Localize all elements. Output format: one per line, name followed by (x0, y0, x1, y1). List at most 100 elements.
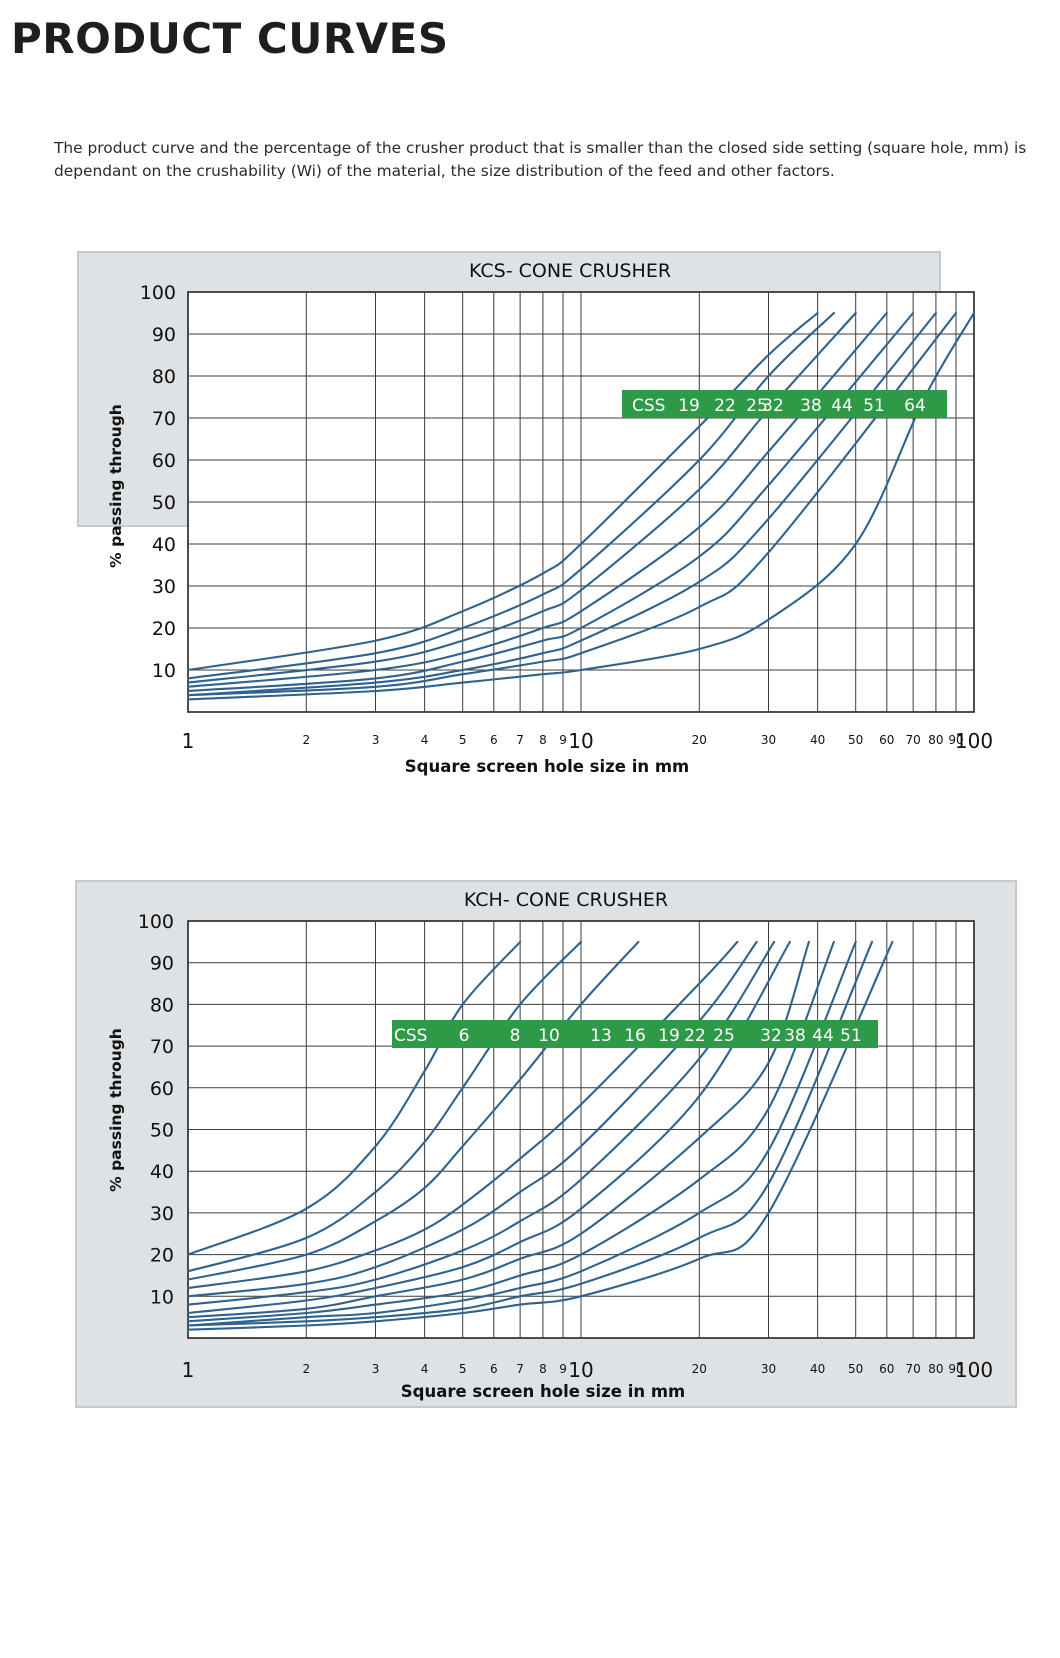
kch-ytick-40: 40 (150, 1161, 174, 1183)
kch-css-value-44: 44 (812, 1026, 834, 1046)
kch-xtick-1: 1 (182, 1358, 195, 1382)
kcs-ytick-60: 60 (152, 450, 176, 472)
kch-curve-css-19 (186, 940, 776, 1306)
kcs-css-value-51: 51 (863, 396, 885, 416)
kcs-xtick-70: 70 (905, 733, 920, 747)
kcs-xtick-1: 1 (182, 729, 195, 753)
kch-css-value-25: 25 (713, 1026, 735, 1046)
kch-css-value-19: 19 (658, 1026, 680, 1046)
kch-xtick-7: 7 (516, 1362, 524, 1376)
kch-ytick-100: 100 (138, 911, 174, 933)
kch-ytick-10: 10 (150, 1286, 174, 1308)
kcs-xtick-6: 6 (490, 733, 498, 747)
kch-curve-css-51 (186, 940, 894, 1331)
kcs-chart-group: KCS- CONE CRUSHER 100 90 80 70 60 50 40 30 20 10 1 2… (77, 251, 993, 776)
kch-ytick-70: 70 (150, 1036, 174, 1058)
kcs-xtick-7: 7 (516, 733, 524, 747)
kcs-ytick-40: 40 (152, 534, 176, 556)
kch-xtick-60: 60 (879, 1362, 894, 1376)
kcs-curve-css-19 (186, 311, 819, 672)
kch-xtick-90: 90 (948, 1362, 963, 1376)
kch-xtick-50: 50 (848, 1362, 863, 1376)
kcs-xtick-9: 9 (559, 733, 567, 747)
kch-curve-css-8 (186, 940, 583, 1273)
kch-xtick-70: 70 (905, 1362, 920, 1376)
kcs-xtick-60: 60 (879, 733, 894, 747)
kcs-curve-css-51 (186, 311, 958, 697)
kcs-curve-css-38 (186, 311, 915, 693)
page-title: PRODUCT CURVES (11, 14, 449, 63)
kcs-css-value-64: 64 (904, 396, 926, 416)
kcs-xtick-80: 80 (928, 733, 943, 747)
kcs-xtick-10: 10 (568, 729, 593, 753)
kch-css-value-16: 16 (624, 1026, 646, 1046)
kcs-css-label: CSS (632, 396, 665, 416)
kch-chart-title: KCH- CONE CRUSHER (464, 889, 668, 911)
kch-css-value-32: 32 (760, 1026, 782, 1046)
kch-ytick-50: 50 (150, 1120, 174, 1142)
kcs-ytick-100: 100 (140, 282, 176, 304)
kcs-ytick-90: 90 (152, 324, 176, 346)
kch-css-value-51: 51 (840, 1026, 862, 1046)
kcs-ytick-30: 30 (152, 576, 176, 598)
kch-ytick-30: 30 (150, 1203, 174, 1225)
kch-curve-css-22 (186, 940, 791, 1315)
kcs-ytick-20: 20 (152, 618, 176, 640)
kch-ytick-80: 80 (150, 994, 174, 1016)
kcs-xtick-3: 3 (372, 733, 380, 747)
kcs-ytick-70: 70 (152, 408, 176, 430)
kcs-css-value-25: 25 (746, 396, 768, 416)
kch-xtick-8: 8 (539, 1362, 547, 1376)
kcs-ytick-10: 10 (152, 660, 176, 682)
kcs-xtick-30: 30 (761, 733, 776, 747)
kcs-css-legend-box (622, 390, 947, 418)
kch-curve-css-32 (186, 940, 835, 1323)
kch-css-value-38: 38 (784, 1026, 806, 1046)
kch-x-axis-label: Square screen hole size in mm (401, 1382, 685, 1401)
kcs-css-value-38: 38 (800, 396, 822, 416)
kch-curve-css-44 (186, 940, 874, 1327)
kch-xtick-20: 20 (692, 1362, 707, 1376)
intro-paragraph: The product curve and the percentage of … (54, 139, 1027, 180)
kcs-y-axis-label: % passing through (107, 404, 125, 568)
kch-xtick-30: 30 (761, 1362, 776, 1376)
kcs-xtick-5: 5 (459, 733, 467, 747)
kch-ytick-90: 90 (150, 953, 174, 975)
kch-css-value-6: 6 (459, 1026, 470, 1046)
kch-xtick-100: 100 (955, 1358, 993, 1382)
kch-curve-css-6 (186, 940, 522, 1256)
kcs-xtick-4: 4 (421, 733, 429, 747)
kch-css-value-13: 13 (590, 1026, 612, 1046)
kch-xtick-40: 40 (810, 1362, 825, 1376)
kcs-x-axis-label: Square screen hole size in mm (405, 757, 689, 776)
kcs-ytick-80: 80 (152, 366, 176, 388)
kcs-css-value-22: 22 (714, 396, 736, 416)
kch-xtick-5: 5 (459, 1362, 467, 1376)
kcs-chart-title: KCS- CONE CRUSHER (469, 260, 671, 282)
kcs-ytick-50: 50 (152, 492, 176, 514)
kch-curve-css-38 (186, 940, 857, 1327)
kch-curve-css-13 (186, 940, 739, 1290)
kcs-xtick-50: 50 (848, 733, 863, 747)
kcs-css-value-32: 32 (762, 396, 784, 416)
kch-ytick-60: 60 (150, 1078, 174, 1100)
kcs-curve-css-32 (186, 311, 888, 688)
kcs-xtick-40: 40 (810, 733, 825, 747)
kch-y-axis-label: % passing through (107, 1028, 125, 1192)
kch-css-value-22: 22 (684, 1026, 706, 1046)
kch-xtick-80: 80 (928, 1362, 943, 1376)
kch-xtick-3: 3 (372, 1362, 380, 1376)
kch-xtick-6: 6 (490, 1362, 498, 1376)
kcs-css-value-44: 44 (831, 396, 853, 416)
kch-xtick-10: 10 (568, 1358, 593, 1382)
kch-curve-css-25 (186, 940, 810, 1319)
kch-css-legend-box (392, 1020, 878, 1048)
kcs-xtick-100: 100 (955, 729, 993, 753)
kch-curve-css-10 (186, 940, 640, 1281)
kch-xtick-2: 2 (302, 1362, 310, 1376)
kcs-xtick-20: 20 (692, 733, 707, 747)
kcs-xtick-2: 2 (302, 733, 310, 747)
kch-css-label: CSS (394, 1026, 427, 1046)
kch-css-value-8: 8 (510, 1026, 521, 1046)
